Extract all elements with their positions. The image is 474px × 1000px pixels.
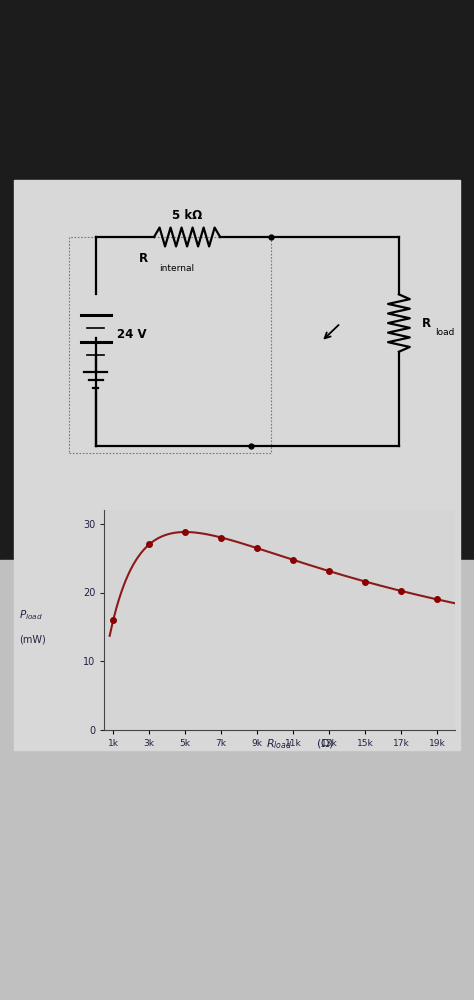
Text: 24 V: 24 V [117,328,147,341]
Text: $P_{load}$: $P_{load}$ [19,608,43,622]
Text: R: R [422,317,431,330]
Text: ($\Omega$): ($\Omega$) [316,738,334,750]
Text: internal: internal [159,264,194,273]
Text: $R_{load}$: $R_{load}$ [266,737,293,751]
Text: load: load [435,328,454,337]
Text: (mW): (mW) [19,635,46,645]
FancyBboxPatch shape [69,237,271,453]
Text: 5 kΩ: 5 kΩ [172,209,202,222]
Text: R: R [138,252,147,265]
